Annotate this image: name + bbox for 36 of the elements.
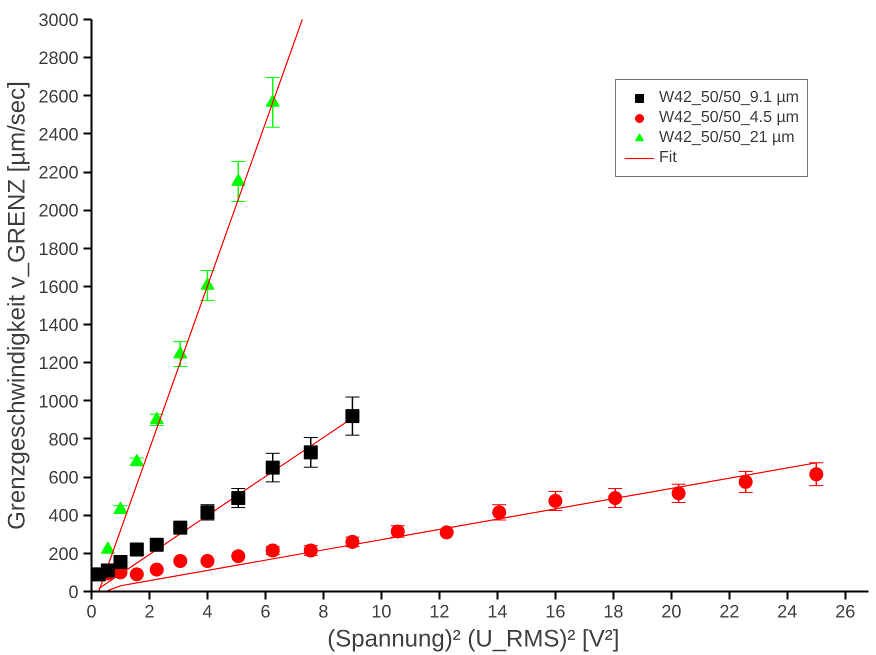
y-tick-label: 200	[48, 544, 79, 564]
x-axis-title: (Spannung)² (U_RMS)² [V²]	[327, 626, 620, 652]
x-tick-label: 14	[487, 602, 508, 622]
legend-label: W42_50/50_4.5 µm	[659, 109, 799, 127]
x-tick-label: 12	[429, 602, 450, 622]
legend-label: Fit	[659, 149, 678, 167]
x-tick-label: 4	[202, 602, 212, 622]
x-tick-label: 10	[371, 602, 392, 622]
y-tick-label: 2000	[38, 200, 79, 221]
x-tick-label: 2	[144, 602, 154, 622]
x-tick-label: 6	[260, 602, 270, 622]
x-tick-label: 0	[86, 602, 97, 622]
x-tick-label: 8	[318, 602, 328, 622]
legend-label: W42_50/50_21 µm	[659, 129, 795, 147]
y-tick-label: 2400	[38, 124, 79, 144]
y-tick-label: 2200	[38, 162, 79, 183]
y-tick-label: 2600	[38, 86, 79, 106]
y-tick-label: 1000	[38, 391, 79, 412]
y-tick-label: 1200	[38, 353, 79, 374]
y-tick-label: 2800	[38, 48, 79, 68]
x-tick-label: 26	[835, 602, 856, 622]
x-tick-label: 22	[719, 602, 740, 622]
x-tick-label: 16	[545, 602, 566, 622]
x-tick-label: 18	[603, 602, 624, 622]
y-tick-label: 1400	[38, 315, 79, 336]
y-tick-label: 1800	[38, 238, 79, 259]
y-axis-title: Grenzgeschwindigkeit v_GRENZ [µm/sec]	[3, 81, 30, 530]
legend-label: W42_50/50_9.1 µm	[659, 89, 799, 107]
y-tick-label: 0	[68, 582, 79, 602]
y-tick-label: 3000	[38, 10, 79, 30]
x-tick-label: 20	[661, 602, 682, 622]
y-tick-label: 800	[48, 429, 79, 450]
x-tick-label: 24	[777, 602, 798, 622]
y-tick-label: 400	[48, 506, 79, 526]
y-tick-label: 600	[48, 468, 79, 488]
y-tick-label: 1600	[38, 276, 79, 297]
